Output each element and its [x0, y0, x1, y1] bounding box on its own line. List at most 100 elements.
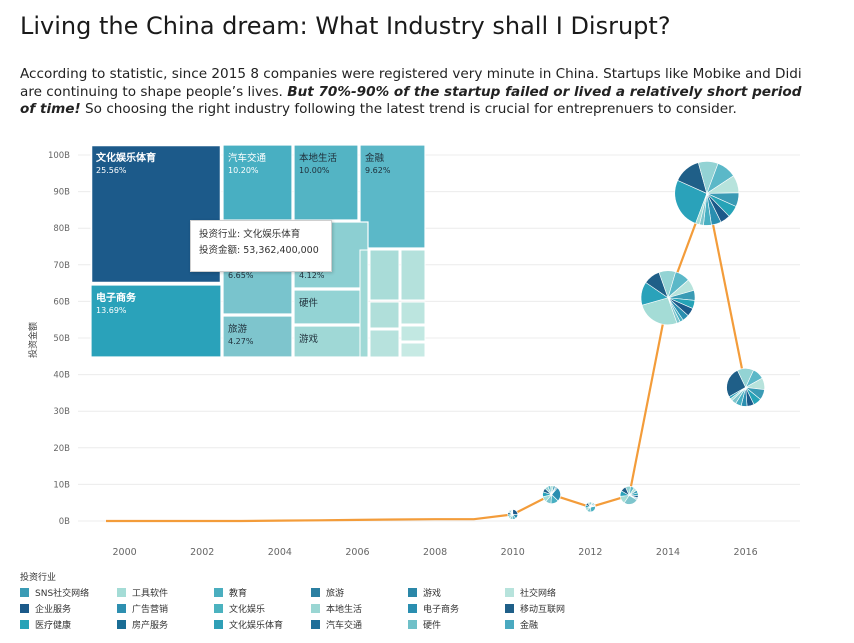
y-tick-label: 50B	[53, 334, 70, 344]
treemap-cell-small	[400, 342, 426, 358]
legend-label: 移动互联网	[520, 605, 566, 615]
x-tick-label: 2016	[734, 547, 758, 558]
treemap-percent: 4.12%	[299, 271, 325, 280]
x-tick-label: 2002	[190, 547, 214, 558]
legend-swatch	[408, 588, 417, 597]
treemap-percent: 13.69%	[96, 306, 127, 315]
treemap-cell-small	[369, 329, 400, 358]
legend-item[interactable]: 房产服务	[117, 618, 168, 631]
legend-label: 旅游	[326, 589, 345, 599]
legend-label: 医疗健康	[35, 621, 72, 631]
treemap-percent: 4.27%	[228, 337, 254, 346]
treemap-percent: 9.62%	[365, 166, 391, 175]
legend-swatch	[408, 620, 417, 629]
y-tick-label: 0B	[59, 517, 70, 527]
treemap-percent: 25.56%	[96, 166, 127, 175]
legend-swatch	[214, 588, 223, 597]
legend-label: 文化娱乐体育	[229, 621, 284, 631]
treemap-label: 本地生活	[299, 152, 338, 164]
legend-swatch	[505, 620, 514, 629]
legend-item[interactable]: 旅游	[311, 586, 344, 599]
legend-item[interactable]: 汽车交通	[311, 618, 362, 631]
y-axis-label: 投资金额	[27, 322, 39, 358]
pie-slice	[641, 297, 678, 326]
legend-swatch	[311, 604, 320, 613]
legend-swatch	[20, 604, 29, 613]
pie-slice	[590, 505, 596, 508]
intro-emphasis: But 70%-90% of the startup failed or liv…	[20, 83, 802, 118]
legend-label: 广告营销	[132, 605, 169, 615]
y-tick-label: 80B	[53, 224, 70, 234]
legend-item[interactable]: 教育	[214, 586, 247, 599]
legend-label: 电子商务	[423, 605, 460, 615]
treemap-label: 文化娱乐体育	[96, 151, 156, 164]
pie-slice	[674, 179, 708, 224]
x-tick-label: 2014	[656, 547, 680, 558]
legend-swatch	[117, 604, 126, 613]
investment-line	[106, 192, 747, 523]
legend-label: 房产服务	[132, 621, 169, 631]
treemap-cell	[293, 325, 369, 358]
x-tick-label: 2008	[423, 547, 447, 558]
legend-item[interactable]: 电子商务	[408, 602, 459, 615]
legend-item[interactable]: 本地生活	[311, 602, 362, 615]
y-tick-label: 90B	[53, 188, 70, 198]
treemap-label: 硬件	[299, 297, 319, 309]
legend-swatch	[505, 604, 514, 613]
legend-swatch	[20, 588, 29, 597]
legend-swatch	[311, 620, 320, 629]
treemap-label: 汽车交通	[228, 152, 267, 164]
treemap-cell	[222, 144, 293, 221]
legend-item[interactable]: 硬件	[408, 618, 441, 631]
treemap-percent: 10.20%	[228, 166, 259, 175]
x-tick-label: 2006	[345, 547, 369, 558]
legend-label: 文化娱乐	[229, 605, 266, 615]
legend-label: 企业服务	[35, 605, 72, 615]
legend-item[interactable]: 金融	[505, 618, 538, 631]
treemap-cell-small	[359, 249, 369, 358]
legend-label: 教育	[229, 589, 248, 599]
legend-item[interactable]: 文化娱乐	[214, 602, 265, 615]
legend-item[interactable]: 文化娱乐体育	[214, 618, 283, 631]
legend-label: 汽车交通	[326, 621, 363, 631]
y-tick-label: 30B	[53, 407, 70, 417]
x-tick-label: 2010	[501, 547, 525, 558]
treemap-cell	[222, 315, 293, 358]
treemap-cell-small	[369, 249, 400, 301]
legend-item[interactable]: 企业服务	[20, 602, 71, 615]
treemap-label: 金融	[365, 152, 385, 164]
legend-item[interactable]: 广告营销	[117, 602, 168, 615]
pie-slice	[667, 297, 681, 324]
legend-swatch	[20, 620, 29, 629]
treemap-tooltip: 投资行业: 文化娱乐体育 投资金额: 53,362,400,000	[190, 220, 332, 272]
legend-swatch	[117, 620, 126, 629]
y-tick-label: 100B	[48, 151, 70, 161]
legend-label: 金融	[520, 621, 539, 631]
treemap-cell	[359, 144, 426, 249]
pie-slice	[728, 387, 746, 400]
treemap-cell-small	[400, 249, 426, 301]
intro-text-1: According to statistic, since 2015 8 com…	[20, 66, 802, 100]
tooltip-industry: 投资行业: 文化娱乐体育	[199, 229, 301, 240]
legend-swatch	[408, 604, 417, 613]
treemap-cell-small	[400, 301, 426, 325]
legend-swatch	[117, 588, 126, 597]
legend-item[interactable]: 医疗健康	[20, 618, 71, 631]
legend-item[interactable]: SNS社交网络	[20, 586, 89, 599]
legend-swatch	[311, 588, 320, 597]
treemap-label: 旅游	[228, 323, 248, 335]
y-tick-label: 40B	[53, 371, 70, 381]
pie-slice	[629, 495, 638, 501]
legend-item[interactable]: 工具软件	[117, 586, 168, 599]
pie-slice	[551, 486, 558, 495]
legend-title: 投资行业	[20, 573, 57, 583]
x-tick-label: 2012	[578, 547, 602, 558]
legend-label: SNS社交网络	[35, 589, 90, 599]
pie-slice	[695, 193, 708, 225]
treemap-percent: 10.00%	[299, 166, 330, 175]
legend-item[interactable]: 游戏	[408, 586, 441, 599]
legend-item[interactable]: 社交网络	[505, 586, 556, 599]
legend-item[interactable]: 移动互联网	[505, 602, 565, 615]
treemap-cell-small	[400, 325, 426, 342]
